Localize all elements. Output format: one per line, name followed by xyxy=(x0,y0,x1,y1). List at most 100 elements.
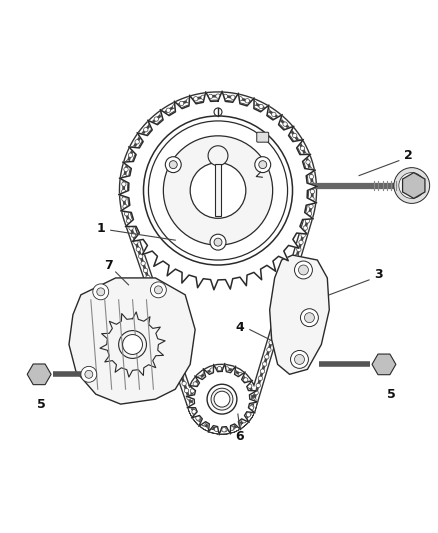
Circle shape xyxy=(201,421,205,425)
Polygon shape xyxy=(186,364,258,435)
Text: 4: 4 xyxy=(236,321,244,334)
Circle shape xyxy=(215,427,219,432)
Polygon shape xyxy=(27,364,51,385)
Circle shape xyxy=(207,384,237,414)
Circle shape xyxy=(399,173,425,198)
Circle shape xyxy=(305,219,310,223)
Circle shape xyxy=(271,333,276,337)
FancyBboxPatch shape xyxy=(257,132,268,142)
Circle shape xyxy=(210,368,214,372)
Circle shape xyxy=(124,167,128,172)
Circle shape xyxy=(256,383,261,387)
Circle shape xyxy=(131,146,136,150)
Circle shape xyxy=(306,160,310,164)
Circle shape xyxy=(250,391,254,395)
Circle shape xyxy=(189,396,194,400)
Circle shape xyxy=(214,391,230,407)
Circle shape xyxy=(283,122,287,126)
Circle shape xyxy=(192,410,197,415)
Circle shape xyxy=(247,411,251,416)
Circle shape xyxy=(208,94,213,99)
Circle shape xyxy=(242,418,246,423)
Circle shape xyxy=(214,238,222,246)
Circle shape xyxy=(184,389,189,393)
Circle shape xyxy=(272,112,276,117)
Circle shape xyxy=(294,261,312,279)
Circle shape xyxy=(297,247,301,252)
Circle shape xyxy=(190,163,246,219)
Circle shape xyxy=(128,153,133,157)
Circle shape xyxy=(309,174,314,179)
Circle shape xyxy=(247,384,252,389)
Circle shape xyxy=(155,286,162,294)
Circle shape xyxy=(294,354,304,365)
Circle shape xyxy=(122,197,126,201)
Circle shape xyxy=(123,335,142,354)
Circle shape xyxy=(265,108,270,112)
Circle shape xyxy=(230,426,234,430)
Circle shape xyxy=(211,388,233,410)
Circle shape xyxy=(136,247,141,252)
Circle shape xyxy=(222,427,226,432)
Circle shape xyxy=(139,133,143,138)
Circle shape xyxy=(297,140,301,144)
Circle shape xyxy=(245,99,250,103)
Circle shape xyxy=(202,422,206,426)
Circle shape xyxy=(180,374,184,378)
Circle shape xyxy=(300,146,304,150)
Circle shape xyxy=(134,240,138,244)
Polygon shape xyxy=(119,91,317,290)
Circle shape xyxy=(309,204,313,208)
Circle shape xyxy=(258,376,262,381)
Circle shape xyxy=(196,416,200,420)
Circle shape xyxy=(290,269,295,273)
Circle shape xyxy=(131,233,136,237)
Circle shape xyxy=(223,94,228,99)
Circle shape xyxy=(192,409,196,414)
Circle shape xyxy=(158,311,162,315)
Polygon shape xyxy=(215,164,221,216)
Circle shape xyxy=(124,212,129,216)
Circle shape xyxy=(148,282,152,287)
Circle shape xyxy=(277,312,282,316)
Circle shape xyxy=(243,418,247,422)
Circle shape xyxy=(252,101,257,106)
Circle shape xyxy=(307,212,312,216)
Circle shape xyxy=(310,182,314,186)
Polygon shape xyxy=(208,146,228,166)
Circle shape xyxy=(288,127,292,132)
Circle shape xyxy=(170,346,174,350)
Circle shape xyxy=(177,367,181,372)
Circle shape xyxy=(201,95,205,100)
Text: 6: 6 xyxy=(236,431,244,443)
Circle shape xyxy=(162,325,167,329)
Circle shape xyxy=(154,117,159,121)
Circle shape xyxy=(155,304,160,308)
Circle shape xyxy=(166,108,170,112)
Polygon shape xyxy=(372,354,396,375)
Circle shape xyxy=(160,112,164,117)
Circle shape xyxy=(135,140,139,144)
Circle shape xyxy=(279,304,284,309)
Circle shape xyxy=(310,189,314,193)
Circle shape xyxy=(259,160,267,168)
Circle shape xyxy=(259,104,263,109)
Text: 7: 7 xyxy=(104,259,113,271)
Circle shape xyxy=(308,167,312,172)
Circle shape xyxy=(207,425,212,429)
Circle shape xyxy=(210,234,226,250)
Circle shape xyxy=(165,332,170,336)
Polygon shape xyxy=(100,312,165,377)
Circle shape xyxy=(284,290,288,295)
Circle shape xyxy=(144,116,293,265)
Circle shape xyxy=(288,276,293,280)
Circle shape xyxy=(304,153,307,157)
Circle shape xyxy=(146,276,150,280)
Circle shape xyxy=(194,96,198,101)
Circle shape xyxy=(175,360,179,365)
Circle shape xyxy=(189,402,194,407)
Circle shape xyxy=(286,283,290,287)
Circle shape xyxy=(255,157,271,173)
Circle shape xyxy=(123,175,127,179)
Circle shape xyxy=(160,318,165,322)
